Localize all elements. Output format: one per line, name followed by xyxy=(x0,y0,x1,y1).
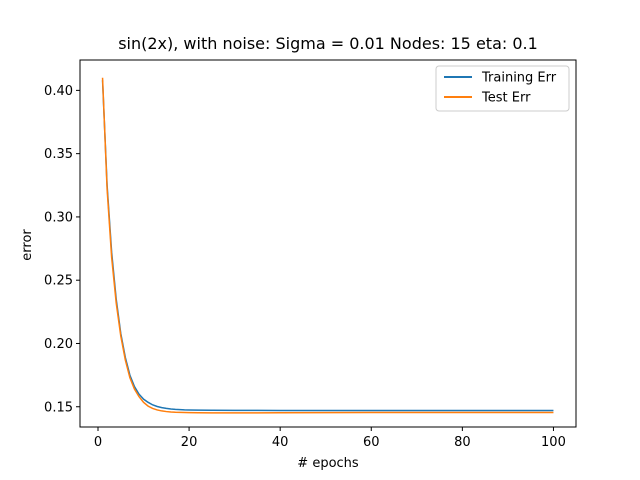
x-axis: 0 20 40 60 80 100 xyxy=(94,427,566,450)
x-tick-label: 40 xyxy=(272,435,289,450)
y-tick-label: 0.25 xyxy=(44,274,73,289)
legend-label: Training Err xyxy=(481,71,557,86)
legend-label: Test Err xyxy=(481,91,531,106)
chart-title: sin(2x), with noise: Sigma = 0.01 Nodes:… xyxy=(118,34,538,53)
x-axis-label: # epochs xyxy=(297,456,359,471)
series-line-1 xyxy=(101,80,554,412)
x-tick-label: 60 xyxy=(363,435,380,450)
y-tick-label: 0.35 xyxy=(44,147,73,162)
plot-frame xyxy=(79,59,577,428)
y-tick-label: 0.20 xyxy=(44,337,73,352)
x-tick-label: 100 xyxy=(541,435,566,450)
series-line-2 xyxy=(101,77,554,414)
y-tick-label: 0.30 xyxy=(44,210,73,225)
legend: Training Err Test Err xyxy=(435,65,570,112)
plot-area xyxy=(79,59,577,428)
y-tick-label: 0.40 xyxy=(44,84,73,99)
x-tick-label: 0 xyxy=(94,435,102,450)
y-tick-label: 0.15 xyxy=(44,400,73,415)
x-tick-label: 80 xyxy=(454,435,471,450)
y-axis-label: error xyxy=(20,229,35,261)
y-axis: 0.15 0.20 0.25 0.30 0.35 0.40 xyxy=(44,84,80,415)
x-tick-label: 20 xyxy=(181,435,198,450)
